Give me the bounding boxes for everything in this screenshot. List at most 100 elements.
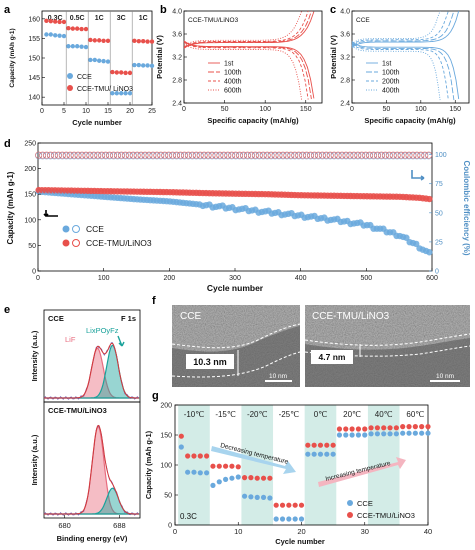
panel-d-ce-point-tmu <box>228 151 236 159</box>
panel-e-label: e <box>4 304 10 316</box>
panel-a-rate-dividers <box>65 11 133 105</box>
panel-d-xticks: 0 100 200 300 400 500 600 <box>36 268 438 282</box>
panel-d-legend-tmu-open <box>72 239 80 247</box>
panel-g-xlabel: Cycle number <box>275 537 325 546</box>
panel-g-point-tmu <box>425 424 431 430</box>
panel-d-ytick-label: 200 <box>24 166 36 173</box>
panel-d-cap-point-tmu <box>426 195 433 203</box>
panel-d-ce-point-tmu <box>145 151 153 159</box>
panel-d-ce-point-tmu <box>113 151 121 159</box>
panel-d-ce-point-tmu <box>370 151 378 159</box>
panel-a-point-cce <box>132 62 137 68</box>
panel-d-ce-point-tmu <box>243 151 251 159</box>
panel-a-point-cce <box>44 32 49 37</box>
panel-g-temperature-label: 20℃ <box>343 410 361 419</box>
panel-c-label: c <box>330 4 336 16</box>
panel-d-ce-point-tmu <box>397 151 405 159</box>
panel-d-ce-point-tmu <box>263 151 271 159</box>
panel-g-point-cce <box>204 470 210 476</box>
panel-g-temperature-label: -20℃ <box>247 410 268 419</box>
panel-d-yticks: 0 50 100 150 200 250 <box>24 141 41 276</box>
panel-g-temperature-label: 60℃ <box>406 410 424 419</box>
panel-b-curve-discharge-0 <box>183 40 315 99</box>
panel-a-point-tmu <box>83 26 89 32</box>
panel-g-ytick-label: 200 <box>160 403 172 410</box>
panel-g-point-tmu <box>191 453 197 459</box>
panel-a-xtick-label: 15 <box>104 108 112 115</box>
panel-d-ce-point-tmu <box>173 151 181 159</box>
panel-a-point-tmu <box>70 26 76 31</box>
panel-d-ylabel: Capacity (mAh g-1) <box>6 171 15 244</box>
panel-g-point-cce <box>286 516 292 522</box>
panel-g-point-tmu <box>305 442 311 448</box>
panel-d-ce-point-tmu <box>106 151 114 159</box>
panel-c-xticks: 0 50 100 150 <box>350 100 461 113</box>
panel-g-point-cce <box>279 516 286 522</box>
panel-b-curve-discharge-2 <box>183 41 309 100</box>
panel-d-cap-point-cce <box>403 234 410 241</box>
panel-g-point-cce <box>374 431 380 437</box>
panel-d-ce-point-tmu <box>330 151 338 159</box>
panel-a-point-tmu <box>105 38 111 43</box>
panel-b-ytick-label: 3.6 <box>172 32 182 39</box>
panel-a-point-cce <box>48 32 53 37</box>
panel-b-xtick-label: 100 <box>259 106 271 113</box>
panel-e-bottom-envelope <box>44 424 140 515</box>
panel-g-point-cce <box>267 495 273 501</box>
panel-c-legend-label-0: 1st <box>382 61 391 68</box>
panel-d-ce-point-tmu <box>176 151 184 159</box>
panel-a-ytick-label: 155 <box>28 36 40 43</box>
panel-b-label: b <box>160 4 167 16</box>
panel-g-point-tmu <box>197 453 203 459</box>
panel-d-ce-point-tmu <box>169 151 177 159</box>
panel-a-point-tmu <box>132 38 137 43</box>
panel-a-point-cce <box>79 44 84 49</box>
panel-d-ytick-label: 100 <box>24 217 36 224</box>
panel-e-bottom-peak-0 <box>44 425 140 515</box>
panel-d-left-axis-arrow-icon <box>43 210 58 217</box>
panel-g-point-tmu <box>381 425 387 431</box>
panel-d-ce-point-tmu <box>417 151 425 159</box>
panel-g-point-tmu <box>324 442 330 448</box>
panel-g-rate-label: 0.3C <box>180 512 197 521</box>
panel-d-ce-point-tmu <box>82 151 90 159</box>
panel-d-ce-point-tmu <box>421 151 429 159</box>
panel-d-right-axis-arrow-icon <box>411 170 425 181</box>
panel-e-lif-label: LiF <box>65 335 76 344</box>
panel-d-ce-point-tmu <box>358 151 366 159</box>
panel-e-top-title: CCE <box>48 314 64 323</box>
panel-g-ytick-label: 150 <box>160 433 172 440</box>
panel-d-ce-point-tmu <box>377 151 385 159</box>
panel-a-point-cce <box>61 33 67 39</box>
panel-a-markers <box>44 18 155 96</box>
panel-a-point-tmu <box>66 26 71 31</box>
panel-b-curve-discharge-3 <box>183 43 303 101</box>
panel-d-ce-point-tmu <box>310 151 318 159</box>
panel-g-point-tmu <box>260 475 267 481</box>
panel-g-point-cce <box>223 476 229 482</box>
panel-g-point-cce <box>425 430 431 436</box>
panel-e-bottom-spectrum <box>43 424 140 516</box>
panel-d-ce-point-tmu <box>314 151 322 159</box>
tem-cce-scale: 10 nm <box>269 373 287 380</box>
panel-c-legend: 1st 100th 200th 400th <box>366 61 400 95</box>
panel-g-point-cce <box>298 516 305 522</box>
panel-g-point-tmu <box>349 426 355 432</box>
tem-cce-thickness: 10.3 nm <box>193 357 227 367</box>
panel-d-ce-point-tmu <box>389 151 397 159</box>
panel-b-xtick-label: 0 <box>182 106 186 113</box>
panel-g-point-tmu <box>248 475 254 481</box>
panel-c-curve-discharge-3 <box>351 45 441 101</box>
panel-d-xtick-label: 200 <box>163 275 175 282</box>
panel-b-xticks: 0 50 100 150 <box>182 100 312 113</box>
panel-d-ce-point-tmu <box>192 151 200 159</box>
panel-d-y2tick-label: 25 <box>435 239 443 246</box>
panel-a-point-cce <box>136 62 141 68</box>
panel-g-point-cce <box>387 431 393 437</box>
panel-g-point-cce <box>419 430 425 436</box>
panel-g-point-tmu <box>204 453 210 459</box>
panel-d-ce-point-tmu <box>303 151 311 159</box>
panel-d-ce-point-tmu <box>58 151 66 159</box>
panel-e-f1s-label: F 1s <box>121 314 136 323</box>
panel-d-ce-point-tmu <box>354 151 362 159</box>
